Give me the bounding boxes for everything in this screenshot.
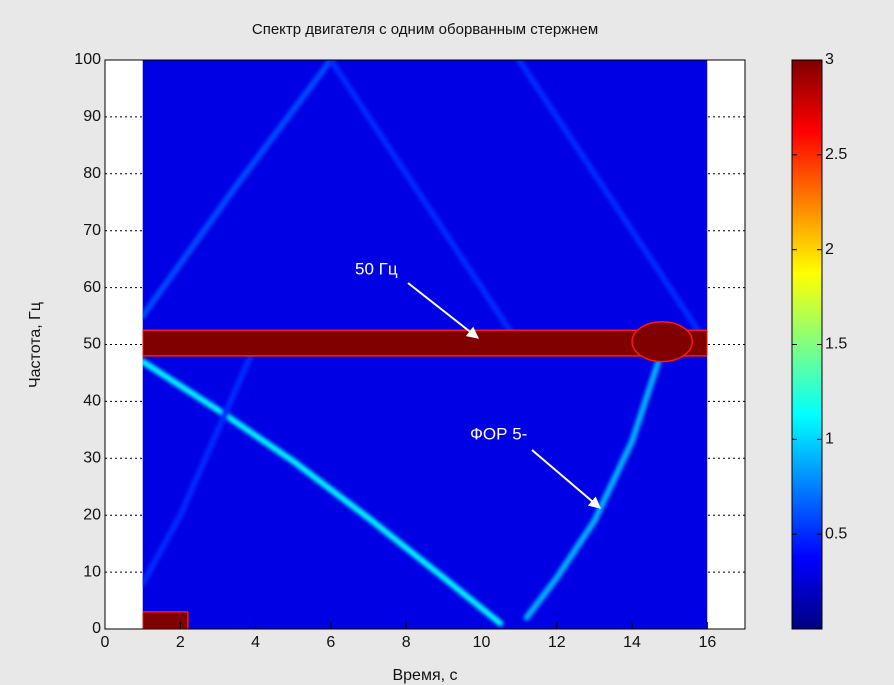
chart-title: Спектр двигателя с одним оборванным стер… (252, 21, 598, 38)
x-tick-label: 10 (473, 634, 491, 651)
x-tick-label: 6 (326, 634, 335, 651)
colorbar-tick-label: 3 (825, 51, 834, 68)
colorbar-tick-label: 0.5 (825, 525, 847, 542)
y-tick-label: 70 (83, 222, 101, 239)
y-tick-label: 40 (83, 393, 101, 410)
y-tick-label: 60 (83, 279, 101, 296)
y-tick-label: 0 (92, 620, 101, 637)
x-tick-label: 8 (402, 634, 411, 651)
image (143, 60, 708, 629)
x-tick-label: 4 (251, 634, 260, 651)
annotation: 50 Гц (355, 259, 398, 278)
region (143, 612, 188, 629)
y-tick-label: 100 (74, 51, 101, 68)
y-tick-label: 10 (83, 563, 101, 580)
x-axis-label: Время, с (392, 667, 457, 684)
region (632, 322, 692, 362)
colorbar-tick-label: 1.5 (825, 336, 847, 353)
y-tick-label: 20 (83, 506, 101, 523)
y-tick-label: 50 (83, 336, 101, 353)
x-tick-label: 16 (698, 634, 716, 651)
colorbar-tick-label: 2 (825, 241, 834, 258)
colorbar-tick-label: 1 (825, 431, 834, 448)
plot-area: 0 2 4 6 8 10 12 14 16 0 10 20 30 40 50 60 70 80 90 100 0.5 1 1… (74, 51, 847, 651)
y-tick-label: 90 (83, 108, 101, 125)
x-tick-label: 0 (101, 634, 110, 651)
x-tick-label: 2 (176, 634, 185, 651)
annotation: ФОР 5- (470, 424, 527, 443)
region (143, 330, 708, 356)
chart: Спектр двигателя с одним оборванным стер… (0, 0, 894, 685)
x-tick-label: 14 (623, 634, 641, 651)
y-axis-label: Частота, Гц (27, 302, 44, 388)
y-tick-label: 30 (83, 450, 101, 467)
y-tick-label: 80 (83, 165, 101, 182)
x-tick-label: 12 (548, 634, 566, 651)
colorbar-tick-label: 2.5 (825, 146, 847, 163)
